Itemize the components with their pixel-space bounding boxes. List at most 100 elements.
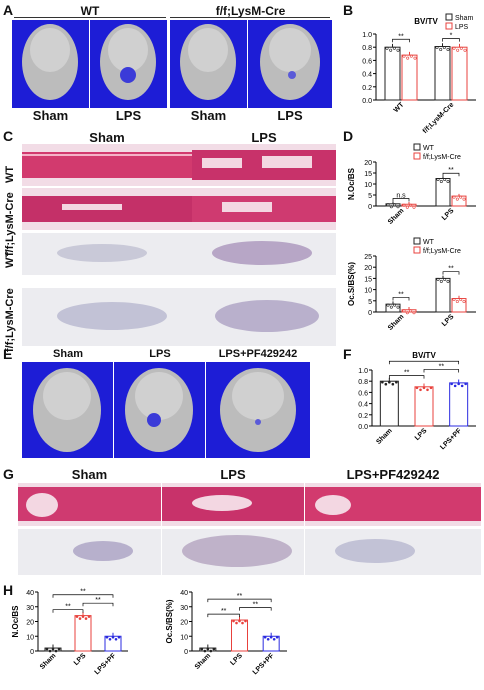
bar-wt xyxy=(385,203,401,207)
chart-bvtv-wt-vs-cko: 0.0 0.2 0.4 0.6 0.8 1.0 BV/TV WT f/f;LysM-Cre ** *… xyxy=(342,12,484,140)
data-point xyxy=(462,197,466,201)
data-point xyxy=(51,647,55,651)
data-point xyxy=(455,300,459,304)
significance-label: ** xyxy=(253,602,259,609)
significance-bracket xyxy=(52,594,114,598)
group-divider xyxy=(170,17,330,18)
data-point xyxy=(436,277,440,281)
data-point xyxy=(389,205,393,209)
y-axis-label: Oc.S/BS(%) xyxy=(347,262,356,306)
data-point xyxy=(209,649,213,653)
row-label-wt: WT xyxy=(4,250,16,268)
column-label-lps: LPS xyxy=(220,467,246,482)
trap-stain-image xyxy=(22,288,192,346)
legend-label: f/f;LysM-Cre xyxy=(423,154,461,161)
legend-swatch xyxy=(413,143,421,151)
he-stain-image xyxy=(162,483,304,526)
data-point xyxy=(263,635,267,639)
he-stain-image xyxy=(192,188,336,230)
data-point xyxy=(422,386,426,390)
data-point xyxy=(452,195,456,199)
bar-lps xyxy=(451,46,468,101)
group-divider xyxy=(14,17,166,18)
y-tick-label: 5 xyxy=(368,299,372,306)
data-point xyxy=(429,386,433,390)
data-point xyxy=(87,615,91,618)
x-tick-label: LPS xyxy=(441,313,456,328)
he-stain-image xyxy=(22,188,192,230)
y-tick-label: 5 xyxy=(368,193,372,200)
he-stain-image xyxy=(305,483,481,526)
significance-label: ** xyxy=(221,608,227,615)
x-tick-label: Sham xyxy=(194,652,212,670)
data-point xyxy=(54,649,58,653)
data-point xyxy=(81,615,85,618)
data-point xyxy=(389,48,393,52)
row-label-ff-lysm: f/f;LysM-Cre xyxy=(4,192,16,256)
column-label-sham: Sham xyxy=(53,348,83,360)
data-point xyxy=(455,197,459,201)
data-point xyxy=(84,617,88,620)
he-stain-image xyxy=(22,144,192,186)
legend-label: Sham xyxy=(455,15,473,22)
data-point xyxy=(114,637,118,641)
column-label-sham: Sham xyxy=(32,108,69,123)
x-tick-label: LPS+PF xyxy=(94,652,118,676)
group-label-ff-lysm: f/f;LysM-Cre xyxy=(215,4,286,18)
y-tick-label: 15 xyxy=(364,276,372,283)
y-tick-label: 0.4 xyxy=(358,402,368,409)
data-point xyxy=(389,305,393,309)
y-tick-label: 30 xyxy=(180,605,188,612)
data-point xyxy=(436,177,440,181)
legend-label: LPS xyxy=(455,24,469,31)
chart-svg: 0 5 10 15 20 N.Oc/BS Sham LPS n.s ** WT f/f;LysM-Cr… xyxy=(347,143,476,226)
y-tick-label: 1.0 xyxy=(358,368,368,375)
data-point xyxy=(453,384,457,388)
y-tick-label: 10 xyxy=(364,288,372,295)
data-point xyxy=(446,279,450,283)
x-tick-label: LPS xyxy=(441,207,456,222)
y-tick-label: 0.8 xyxy=(362,45,372,52)
data-point xyxy=(463,48,467,52)
chart-ocs-bs-h: 0 10 20 30 40 Oc.S/BS(%) Sham LPS LPS+PF ** ** ** xyxy=(158,578,293,685)
data-point xyxy=(45,647,49,651)
column-label-lps: LPS xyxy=(251,130,277,145)
data-point xyxy=(385,46,389,50)
data-point xyxy=(212,647,216,651)
data-point xyxy=(450,382,453,386)
data-point xyxy=(459,298,463,302)
significance-bracket xyxy=(82,602,114,607)
data-point xyxy=(272,637,276,641)
bar-sham xyxy=(384,46,401,101)
data-point xyxy=(402,309,406,313)
significance-bracket xyxy=(442,271,460,275)
data-point xyxy=(393,203,397,207)
bar-lps xyxy=(74,615,92,652)
data-point xyxy=(439,179,443,183)
data-point xyxy=(405,311,409,315)
data-point xyxy=(388,380,391,384)
significance-bracket xyxy=(207,598,272,603)
data-point xyxy=(386,303,390,307)
data-point xyxy=(435,46,439,50)
significance-bracket xyxy=(52,609,84,613)
y-tick-label: 1.0 xyxy=(362,32,372,39)
y-tick-label: 0 xyxy=(368,204,372,211)
significance-label: ** xyxy=(439,363,445,370)
data-point xyxy=(439,48,443,52)
significance-label: n.s xyxy=(396,193,406,200)
data-point xyxy=(459,195,463,199)
significance-label: ** xyxy=(398,291,404,298)
x-tick-label: LPS+PF xyxy=(252,652,276,676)
bar-f-f-lysm-cre xyxy=(401,309,417,313)
group-label-wt: WT xyxy=(80,4,100,18)
data-point xyxy=(244,619,247,623)
y-tick-label: 25 xyxy=(364,254,372,261)
bar-lps xyxy=(231,619,248,652)
legend-swatch xyxy=(445,13,453,21)
panel-label-d: D xyxy=(343,128,354,144)
column-label-sham: Sham xyxy=(190,108,227,123)
skull-micro-ct-image xyxy=(22,362,113,458)
chart-title: BV/TV xyxy=(412,351,436,360)
significance-label: ** xyxy=(448,167,454,174)
